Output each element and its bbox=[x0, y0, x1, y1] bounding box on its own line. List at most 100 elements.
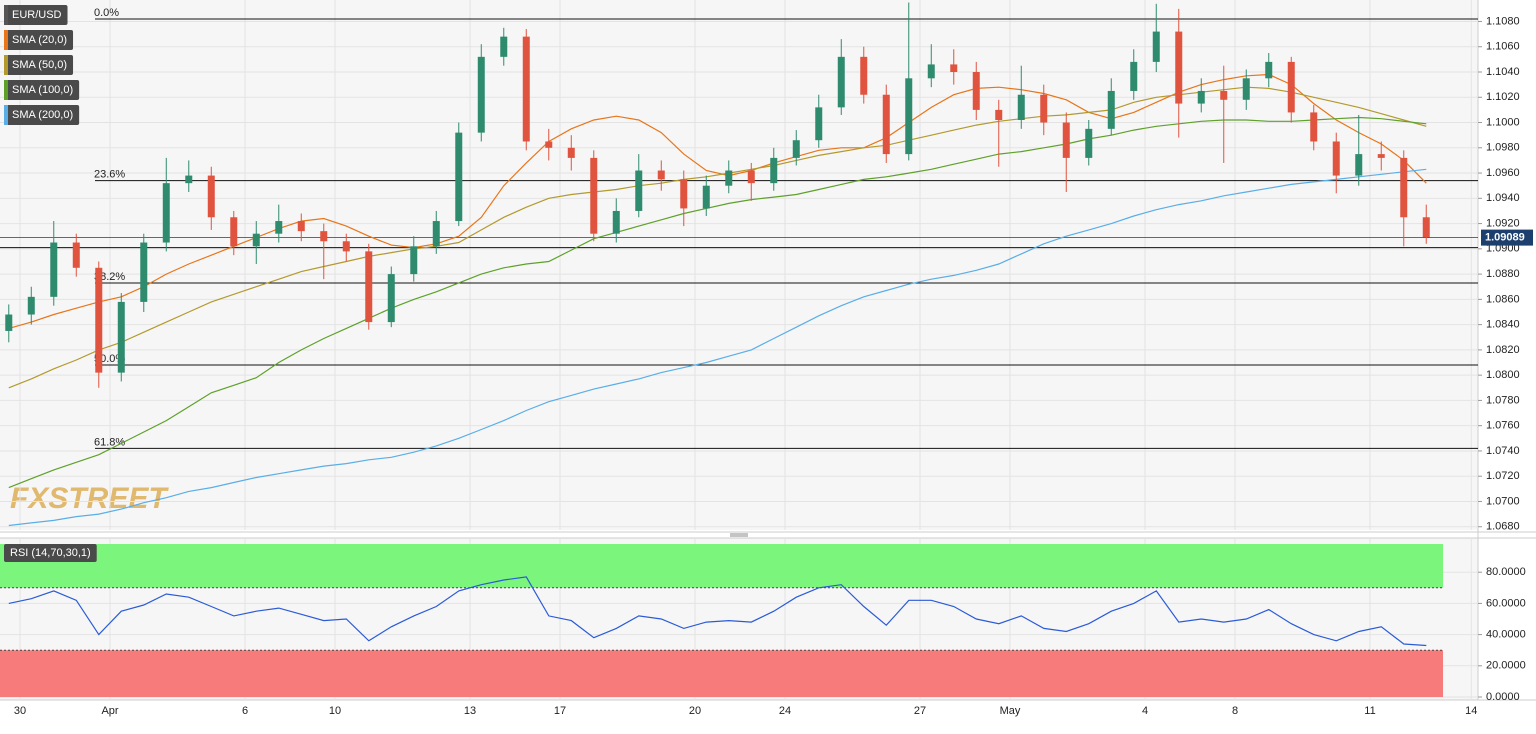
candle-body bbox=[50, 242, 58, 297]
x-tick-label: 14 bbox=[1465, 705, 1477, 717]
candle-body bbox=[1242, 78, 1250, 100]
candle-body bbox=[815, 107, 823, 141]
candle-body bbox=[1422, 217, 1430, 238]
candle-body bbox=[1377, 154, 1385, 158]
legend-box bbox=[4, 80, 80, 100]
candle-body bbox=[320, 231, 328, 242]
candle-body bbox=[860, 56, 868, 95]
candle-body bbox=[905, 78, 913, 155]
rsi-line bbox=[8, 576, 1427, 647]
candle-body bbox=[252, 233, 260, 247]
y-tick-label: 1.0820 bbox=[1486, 344, 1520, 356]
candle-body bbox=[455, 132, 463, 222]
legend-label: SMA (200,0) bbox=[12, 109, 73, 121]
legend-label: SMA (20,0) bbox=[12, 34, 67, 46]
y-tick-label: 1.0680 bbox=[1486, 521, 1520, 533]
candle-body bbox=[1400, 157, 1408, 218]
candle-body bbox=[950, 64, 958, 72]
candle-body bbox=[882, 94, 890, 155]
y-tick-label: 1.0920 bbox=[1486, 217, 1520, 229]
x-tick-label: 20 bbox=[689, 705, 701, 717]
candle-body bbox=[1287, 61, 1295, 113]
last-price-label: 1.09089 bbox=[1485, 232, 1525, 244]
candle-body bbox=[1040, 94, 1048, 123]
candle-body bbox=[297, 221, 305, 232]
candle-body bbox=[1310, 112, 1318, 142]
y-tick-label: 1.0900 bbox=[1486, 243, 1520, 255]
y-tick-label: 1.0700 bbox=[1486, 495, 1520, 507]
legend-box bbox=[4, 105, 80, 125]
candle-body bbox=[117, 301, 125, 373]
candle-body bbox=[410, 246, 418, 275]
legend-label: RSI (14,70,30,1) bbox=[10, 547, 91, 559]
x-tick-label: 8 bbox=[1232, 705, 1238, 717]
candle-body bbox=[837, 56, 845, 108]
candle-body bbox=[27, 296, 35, 315]
legend-box bbox=[4, 544, 97, 562]
candle-body bbox=[1107, 90, 1115, 129]
y-tick-label: 20.0000 bbox=[1486, 660, 1526, 672]
candle-body bbox=[680, 179, 688, 209]
x-tick-label: 11 bbox=[1364, 705, 1375, 717]
candle-body bbox=[1175, 31, 1183, 104]
candle-body bbox=[185, 175, 193, 184]
fib-label: 23.6% bbox=[94, 169, 125, 181]
candle-body bbox=[72, 242, 80, 268]
candle-body bbox=[140, 242, 148, 302]
candle-body bbox=[522, 36, 530, 142]
candle-body bbox=[5, 314, 13, 331]
legend-box bbox=[4, 5, 68, 25]
candle-body bbox=[1332, 141, 1340, 176]
candle-body bbox=[770, 157, 778, 184]
y-tick-label: 40.0000 bbox=[1486, 629, 1526, 641]
candle-body bbox=[792, 140, 800, 158]
y-tick-label: 1.0780 bbox=[1486, 394, 1520, 406]
y-tick-label: 1.0940 bbox=[1486, 192, 1520, 204]
legend-swatch bbox=[4, 105, 8, 125]
candle-body bbox=[657, 170, 665, 180]
x-tick-label: 13 bbox=[464, 705, 476, 717]
x-tick-label: Apr bbox=[101, 705, 118, 717]
sma-line bbox=[8, 86, 1427, 389]
x-tick-label: 4 bbox=[1142, 705, 1148, 717]
overbought-zone bbox=[0, 544, 1443, 588]
y-tick-label: 1.1020 bbox=[1486, 91, 1520, 103]
candle-body bbox=[567, 147, 575, 158]
candle-body bbox=[995, 109, 1003, 120]
x-tick-label: 10 bbox=[329, 705, 341, 717]
x-tick-label: 27 bbox=[914, 705, 926, 717]
y-tick-label: 1.0740 bbox=[1486, 445, 1520, 457]
candle-body bbox=[95, 267, 103, 373]
candle-body bbox=[747, 170, 755, 184]
x-tick-label: 24 bbox=[779, 705, 791, 717]
x-tick-label: May bbox=[1000, 705, 1021, 717]
y-tick-label: 1.0760 bbox=[1486, 420, 1520, 432]
y-tick-label: 1.0980 bbox=[1486, 142, 1520, 154]
candle-body bbox=[1152, 31, 1160, 62]
oversold-zone bbox=[0, 650, 1443, 697]
y-tick-label: 60.0000 bbox=[1486, 597, 1526, 609]
legend-swatch bbox=[4, 30, 8, 50]
last-price-tag bbox=[1481, 229, 1533, 246]
x-tick-label: 17 bbox=[554, 705, 566, 717]
candle-body bbox=[162, 183, 170, 243]
sma-line bbox=[8, 73, 1427, 329]
legend-label: SMA (50,0) bbox=[12, 59, 67, 71]
candle-body bbox=[702, 185, 710, 209]
candle-body bbox=[342, 241, 350, 252]
legend-swatch bbox=[4, 5, 8, 25]
y-tick-label: 80.0000 bbox=[1486, 566, 1526, 578]
sma-line bbox=[8, 168, 1427, 527]
x-tick-label: 30 bbox=[14, 705, 26, 717]
candle-body bbox=[1197, 90, 1205, 104]
candle-body bbox=[1062, 122, 1070, 158]
legend-box bbox=[4, 55, 74, 75]
candle-body bbox=[972, 72, 980, 110]
watermark: FXSTREET bbox=[10, 482, 169, 515]
candle-body bbox=[725, 170, 733, 186]
candle-body bbox=[545, 141, 553, 148]
legend-label: SMA (100,0) bbox=[12, 84, 73, 96]
y-tick-label: 1.1000 bbox=[1486, 116, 1520, 128]
legend-swatch bbox=[4, 80, 8, 100]
